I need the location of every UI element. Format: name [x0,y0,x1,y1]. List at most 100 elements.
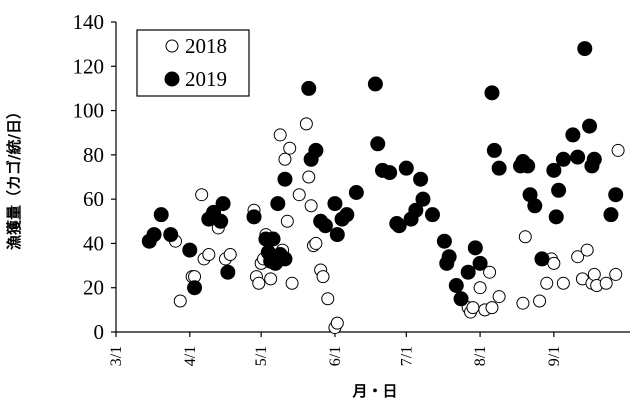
point-2019 [408,202,424,218]
point-2018 [252,276,266,290]
point-2018 [299,117,313,131]
point-2019 [215,196,231,212]
point-2018 [483,265,497,279]
point-2019 [382,165,398,181]
point-2019 [153,207,169,223]
point-2019 [413,171,429,187]
point-2019 [213,213,229,229]
point-2019 [484,85,500,101]
point-2018 [280,214,294,228]
point-2019 [146,227,162,243]
point-2019 [391,218,407,234]
point-2019 [555,151,571,167]
x-tick-label: 4/1 [182,346,199,366]
point-2019 [486,142,502,158]
point-2018 [611,143,625,157]
point-2019 [491,160,507,176]
point-2019 [441,249,457,265]
y-tick-label: 0 [94,320,105,344]
point-2018 [533,294,547,308]
legend-marker-2019 [164,71,180,87]
point-2019 [270,196,286,212]
point-2018 [283,141,297,155]
point-2019 [163,227,179,243]
x-tick-label: 5/1 [253,346,270,366]
point-2019 [327,196,343,212]
data-points [141,41,625,335]
point-2018 [292,188,306,202]
point-2019 [415,191,431,207]
point-2019 [570,149,586,165]
point-2019 [277,171,293,187]
point-2018 [540,276,554,290]
point-2019 [520,158,536,174]
x-tick-label: 8/1 [472,346,489,366]
x-ticks: 3/1 4/1 5/1 6/1 7/1 8/1 9/1 [108,332,563,366]
point-2019 [277,251,293,267]
point-2018 [302,170,316,184]
point-2018 [285,276,299,290]
point-2019 [367,76,383,92]
point-2018 [580,243,594,257]
point-2018 [473,281,487,295]
point-2019 [308,142,324,158]
point-2018 [556,276,570,290]
point-2018 [223,248,237,261]
point-2018 [264,272,278,286]
y-tick-label: 60 [83,187,104,211]
point-2019 [220,264,236,280]
point-2018 [278,152,292,166]
x-tick-label: 6/1 [327,346,344,366]
point-2019 [608,187,624,203]
legend-label-2019: 2019 [185,67,227,91]
point-2019 [329,227,345,243]
point-2018 [304,199,318,213]
point-2019 [577,41,593,57]
point-2019 [265,231,281,247]
point-2019 [448,278,464,293]
legend: 2018 2019 [136,29,250,97]
point-2019 [398,160,414,176]
point-2019 [460,264,476,280]
point-2018 [195,188,209,202]
y-tick-label: 120 [73,54,105,78]
point-2018 [516,296,530,310]
point-2018 [599,276,613,290]
point-2019 [565,127,581,143]
point-2019 [339,207,355,223]
point-2019 [453,291,469,307]
point-2019 [546,162,562,178]
point-2019 [472,255,488,271]
point-2019 [582,118,598,134]
point-2018 [547,256,561,270]
point-2018 [309,236,323,250]
point-2019 [182,242,198,258]
point-2019 [301,80,317,96]
plot-axes [115,22,630,333]
point-2018 [202,248,216,261]
point-2018 [609,267,623,281]
point-2019 [317,218,333,234]
point-2019 [246,209,262,225]
point-2019 [424,207,440,223]
point-2018 [273,128,287,142]
y-ticks: 0 20 40 60 80 100 120 140 [73,10,116,344]
y-tick-label: 140 [73,10,105,34]
y-tick-label: 40 [83,231,104,255]
y-tick-label: 80 [83,143,104,167]
point-2018 [316,270,330,284]
point-2018 [330,316,344,330]
y-tick-label: 20 [83,276,104,300]
y-tick-label: 100 [73,99,105,123]
point-2019 [467,240,483,256]
legend-box [136,29,250,97]
point-2018 [485,301,499,315]
x-tick-label: 3/1 [108,346,125,366]
point-2019 [534,251,550,267]
y-axis-title: 漁獲量（カゴ/統/日） [5,104,23,250]
point-2019 [348,185,364,200]
point-2018 [466,301,480,315]
point-2019 [436,233,452,249]
point-2018 [587,267,601,281]
point-2018 [518,230,532,244]
